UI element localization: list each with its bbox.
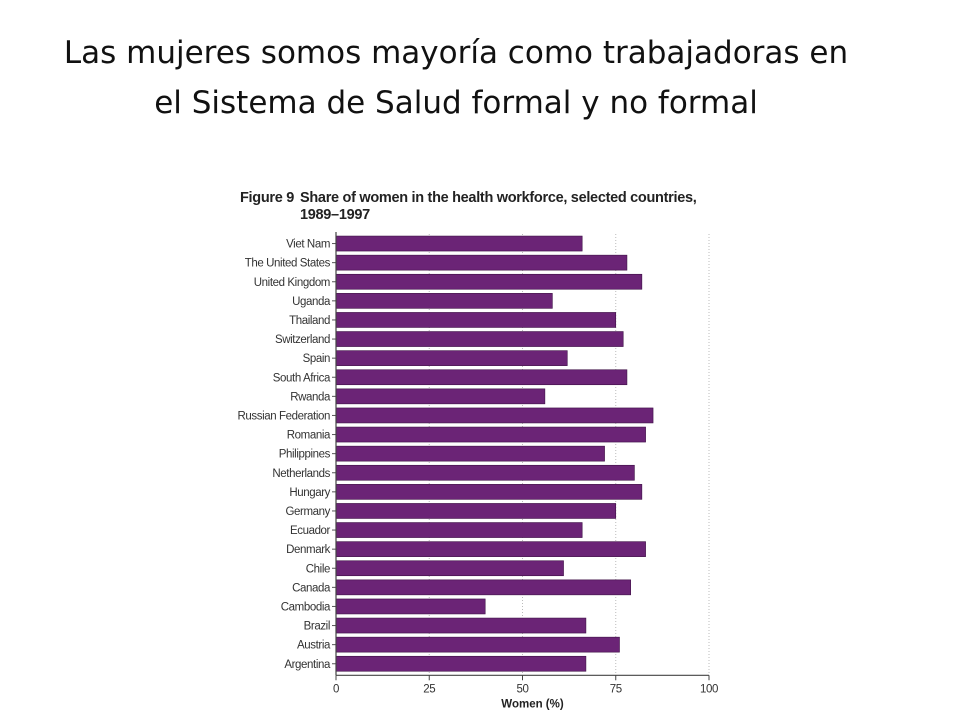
bar: [335, 331, 624, 347]
bar: [335, 235, 583, 252]
figure-label: Figure 9: [240, 190, 294, 206]
category-label: Argentina: [284, 659, 331, 671]
category-label: Philippines: [279, 449, 331, 461]
bar: [335, 598, 486, 615]
bar: [335, 560, 564, 577]
slide-title-line-2: el Sistema de Salud formal y no formal: [154, 85, 758, 121]
bar: [335, 579, 631, 596]
category-label: South Africa: [273, 372, 331, 384]
slide-title: Las mujeres somos mayoría como trabajado…: [0, 28, 912, 128]
slide-title-line-1: Las mujeres somos mayoría como trabajado…: [63, 35, 849, 71]
bar: [335, 464, 635, 481]
bar: [335, 388, 546, 405]
bar: [335, 254, 628, 271]
category-label: Ecuador: [290, 525, 331, 537]
bar: [335, 369, 628, 386]
bar: [335, 293, 553, 309]
x-tick-label: 100: [700, 683, 718, 695]
category-label: Hungary: [289, 487, 330, 499]
x-tick-label: 0: [333, 683, 339, 695]
bar: [335, 636, 620, 653]
category-label: Spain: [303, 353, 330, 365]
bar: [335, 350, 568, 366]
bar: [335, 522, 583, 538]
category-label: The United States: [245, 258, 331, 270]
category-label: Brazil: [304, 621, 330, 633]
category-label: Denmark: [286, 544, 331, 556]
category-label: Germany: [286, 506, 331, 518]
bar: [335, 503, 617, 519]
category-label: Thailand: [289, 315, 330, 327]
category-label: Uganda: [292, 296, 331, 308]
x-tick-label: 50: [517, 683, 529, 695]
bar: [335, 617, 587, 634]
category-label: Chile: [306, 563, 330, 575]
x-axis-title: Women (%): [501, 698, 564, 710]
bar: [335, 273, 643, 290]
x-tick-label: 75: [610, 683, 622, 695]
bar: [335, 541, 646, 557]
category-label: Russian Federation: [237, 410, 330, 422]
category-label: Netherlands: [272, 468, 330, 480]
x-tick-label: 25: [423, 683, 435, 695]
category-label: Romania: [287, 430, 331, 442]
bar: [335, 445, 605, 462]
bar: [335, 484, 643, 500]
category-label: Switzerland: [275, 334, 330, 346]
category-label: Canada: [292, 582, 331, 594]
bar: [335, 655, 587, 672]
bar: [335, 312, 617, 328]
category-label: Rwanda: [290, 391, 331, 403]
bar: [335, 407, 654, 424]
category-label: United Kingdom: [254, 277, 330, 289]
category-label: Cambodia: [281, 601, 331, 613]
category-label: Viet Nam: [286, 239, 330, 251]
figure-title: Share of women in the health workforce, …: [300, 190, 697, 223]
category-label: Austria: [297, 640, 331, 652]
bar: [335, 426, 646, 443]
